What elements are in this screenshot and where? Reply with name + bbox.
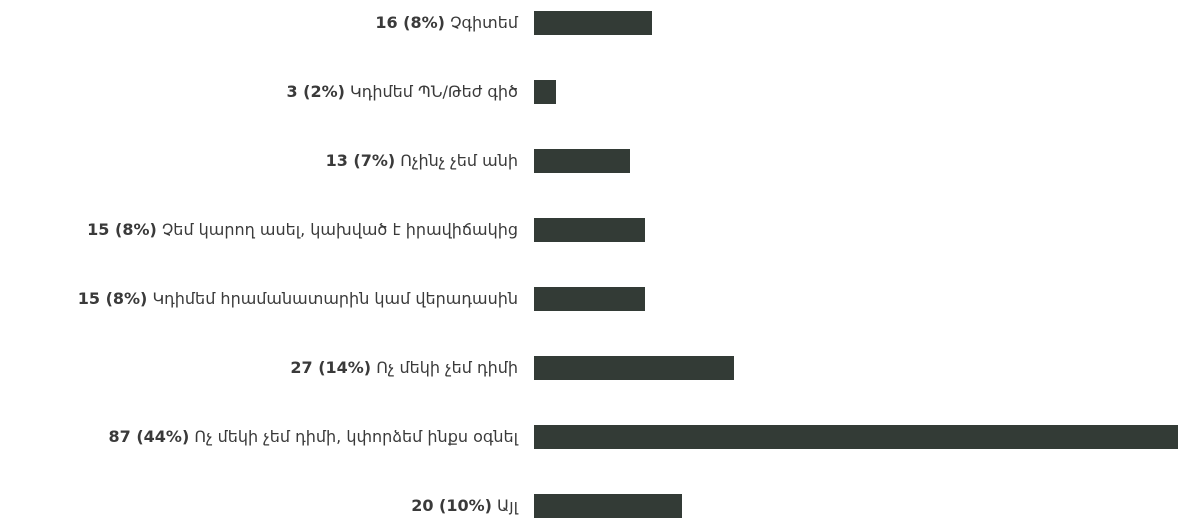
bar-label: 16 (8%) Չգիտեմ — [375, 10, 518, 36]
bar-value-label: 16 (8%) — [375, 13, 445, 32]
bar-value-label: 3 (2%) — [286, 82, 345, 101]
bar — [534, 494, 683, 518]
bar-label: 15 (8%) Կդիմեմ հրամանատարին կամ վերադասի… — [78, 286, 518, 312]
bar-value-label: 13 (7%) — [325, 151, 396, 170]
bar-label: 3 (2%) Կդիմեմ ՊՆ/Թեժ գիծ — [286, 79, 518, 105]
bar-row: 20 (10%) Այլ — [0, 493, 1178, 519]
bar-category-label: Ոչ մեկի չեմ դիմի — [376, 358, 518, 377]
bar-value-label: 15 (8%) — [77, 289, 148, 308]
bar-label: 13 (7%) Ոչինչ չեմ անի — [326, 148, 518, 174]
bar-row: 15 (8%) Չեմ կարող ասել, կախված է իրավիճա… — [0, 217, 1178, 243]
bar-category-label: Ոչինչ չեմ անի — [400, 151, 518, 170]
bar-category-label: Ոչ մեկի չեմ դիմի, կփորձեմ ինքս օգնել — [194, 427, 518, 446]
bar-row: 27 (14%) Ոչ մեկի չեմ դիմի — [0, 355, 1178, 381]
bar-value-label: 15 (8%) — [87, 220, 157, 239]
bar — [534, 356, 734, 380]
bar-label: 87 (44%) Ոչ մեկի չեմ դիմի, կփորձեմ ինքս … — [109, 424, 519, 450]
bar-value-label: 87 (44%) — [108, 427, 190, 446]
bar-label: 27 (14%) Ոչ մեկի չեմ դիմի — [290, 355, 518, 381]
bar-value-label: 27 (14%) — [290, 358, 372, 377]
bar-row: 87 (44%) Ոչ մեկի չեմ դիմի, կփորձեմ ինքս … — [0, 424, 1178, 450]
bar-value-label: 20 (10%) — [411, 496, 492, 515]
bar-category-label: Չգիտեմ — [450, 13, 518, 32]
bar-category-label: Այլ — [497, 496, 518, 515]
bar-category-label: Կդիմեմ հրամանատարին կամ վերադասին — [152, 289, 518, 308]
bar-label: 20 (10%) Այլ — [411, 493, 518, 519]
bar — [534, 80, 557, 104]
bar — [534, 218, 646, 242]
bar — [534, 149, 631, 173]
bar-category-label: Կդիմեմ ՊՆ/Թեժ գիծ — [350, 82, 518, 101]
bar-category-label: Չեմ կարող ասել, կախված է իրավիճակից — [161, 220, 518, 239]
bar-row: 15 (8%) Կդիմեմ հրամանատարին կամ վերադասի… — [0, 286, 1178, 312]
bar — [534, 425, 1178, 449]
bar-row: 16 (8%) Չգիտեմ — [0, 10, 1178, 36]
bar-label: 15 (8%) Չեմ կարող ասել, կախված է իրավիճա… — [87, 217, 518, 243]
bar — [534, 11, 653, 35]
bar-row: 13 (7%) Ոչինչ չեմ անի — [0, 148, 1178, 174]
bar-row: 3 (2%) Կդիմեմ ՊՆ/Թեժ գիծ — [0, 79, 1178, 105]
bar — [534, 287, 646, 311]
